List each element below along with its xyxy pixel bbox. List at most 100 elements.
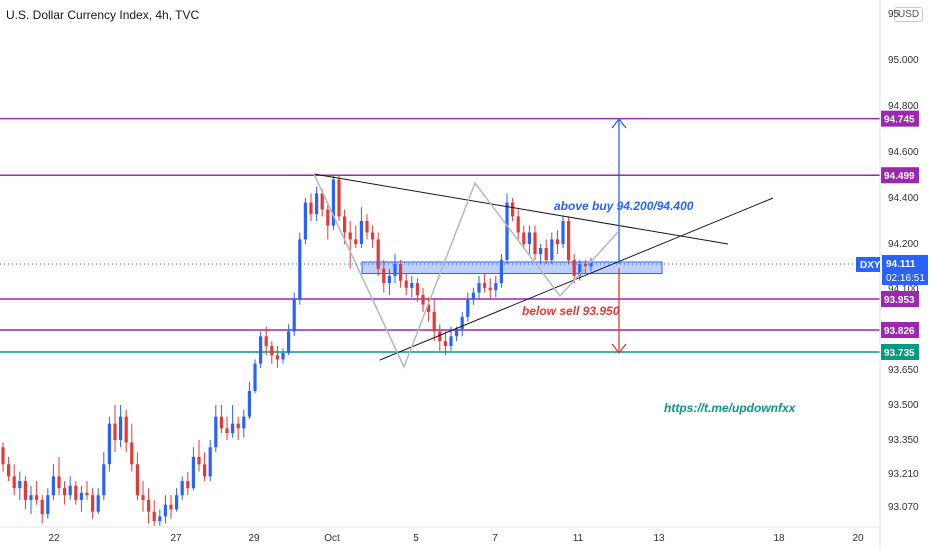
candle-body (281, 353, 285, 360)
chart-title: U.S. Dollar Currency Index, 4h, TVC (6, 8, 200, 22)
candle-body (399, 264, 403, 281)
candle-body (555, 239, 559, 244)
candle-body (499, 260, 503, 284)
price-tick-label-top: 95 (888, 9, 900, 20)
candle-body (449, 336, 453, 346)
candle-body (315, 193, 319, 215)
candle-body (79, 492, 83, 500)
candle-body (522, 232, 526, 244)
candle-body (46, 495, 50, 515)
candle-body (219, 416, 223, 429)
level-tag-bg (881, 167, 919, 184)
candle-body (247, 391, 251, 417)
level-tag-bg (881, 110, 919, 127)
candle-body (191, 457, 195, 489)
candle-body (23, 481, 27, 500)
candle-body (583, 264, 587, 267)
zone-rect (361, 261, 663, 275)
candle-body (589, 262, 593, 267)
candle-body (130, 442, 134, 465)
candle-body (29, 495, 33, 500)
candle-body (1, 447, 5, 465)
target-down-arrow-head (611, 343, 627, 355)
candle-body (259, 336, 263, 364)
candle-body (231, 423, 235, 433)
candle-body (63, 488, 67, 496)
consolidation-zone (361, 261, 663, 275)
trendlines (313, 117, 774, 369)
price-tags: 94.745 94.499 93.953 93.826 93.735 (881, 110, 919, 360)
horizontal-levels (0, 117, 880, 353)
level-tag: 94.499 (884, 171, 915, 182)
candle-body (51, 476, 55, 496)
price-tick-label: 93.070 (888, 502, 919, 513)
time-tick-label: 29 (248, 533, 260, 544)
level-tag: 94.745 (884, 115, 915, 126)
candle-body (544, 248, 548, 260)
current-price-tag-bg (882, 255, 928, 285)
candle-body (175, 495, 179, 510)
candle-body (410, 283, 414, 288)
price-tick-label: 94.600 (888, 147, 919, 158)
level-tag-bg (881, 344, 919, 360)
candle-body (572, 260, 576, 276)
candle-body (539, 248, 543, 254)
candle-body (348, 232, 352, 240)
candle-body (567, 221, 571, 260)
candles-layer (1, 175, 593, 526)
candle-body (466, 299, 470, 317)
candle-body (298, 239, 302, 300)
target-up-arrow-head (611, 117, 627, 129)
time-tick-label: 20 (852, 533, 864, 544)
candle-body (113, 423, 117, 440)
candle-body (483, 283, 487, 288)
candle-body (135, 464, 139, 496)
time-tick-label: Oct (324, 533, 340, 544)
candle-body (387, 275, 391, 284)
candle-body (343, 216, 347, 233)
candle-body (186, 481, 190, 489)
sell-annotation: below sell 93.950 (522, 304, 620, 318)
candle-body (359, 221, 363, 244)
candle-body (460, 316, 464, 330)
time-axis[interactable]: 22 27 29 Oct 5 7 11 13 18 20 (48, 533, 864, 544)
time-tick-label: 7 (492, 533, 498, 544)
price-axis[interactable]: 95.000 94.800 94.600 94.400 94.200 94.100 93.6… (888, 9, 919, 513)
time-tick-label: 27 (170, 533, 182, 544)
candle-body (264, 336, 268, 346)
level-tag: 93.953 (884, 295, 915, 306)
candle-body (505, 202, 509, 260)
price-tick-label: 94.200 (888, 239, 919, 250)
current-price-marker: DXY 94.111 02:16:51 (0, 255, 928, 285)
level-tag-bg (881, 322, 919, 338)
level-tag-bg (881, 291, 919, 307)
candle-body (309, 202, 313, 215)
candle-body (287, 331, 291, 354)
price-tick-label: 93.500 (888, 400, 919, 411)
candle-body (455, 329, 459, 337)
candle-body (147, 499, 151, 512)
price-tick-label: 94.100 (888, 284, 919, 295)
candle-body (7, 464, 11, 477)
level-tag: 93.826 (884, 326, 915, 337)
lower-trendline (379, 197, 774, 361)
candle-body (371, 232, 375, 240)
candle-body (561, 221, 565, 244)
candle-body (365, 221, 369, 233)
candle-body (253, 363, 257, 391)
buy-annotation: above buy 94.200/94.400 (554, 199, 694, 213)
candle-body (270, 345, 274, 356)
currency-button[interactable]: USD (894, 7, 924, 22)
candle-body (208, 447, 212, 477)
candle-body (331, 179, 335, 226)
price-tick-label: 93.350 (888, 435, 919, 446)
candle-body (337, 179, 341, 217)
candle-body (40, 499, 44, 515)
candle-body (119, 416, 123, 440)
time-tick-label: 13 (653, 533, 665, 544)
candle-body (443, 341, 447, 346)
countdown-tag: 02:16:51 (886, 273, 925, 284)
candle-body (74, 485, 78, 500)
time-tick-label: 5 (413, 533, 419, 544)
